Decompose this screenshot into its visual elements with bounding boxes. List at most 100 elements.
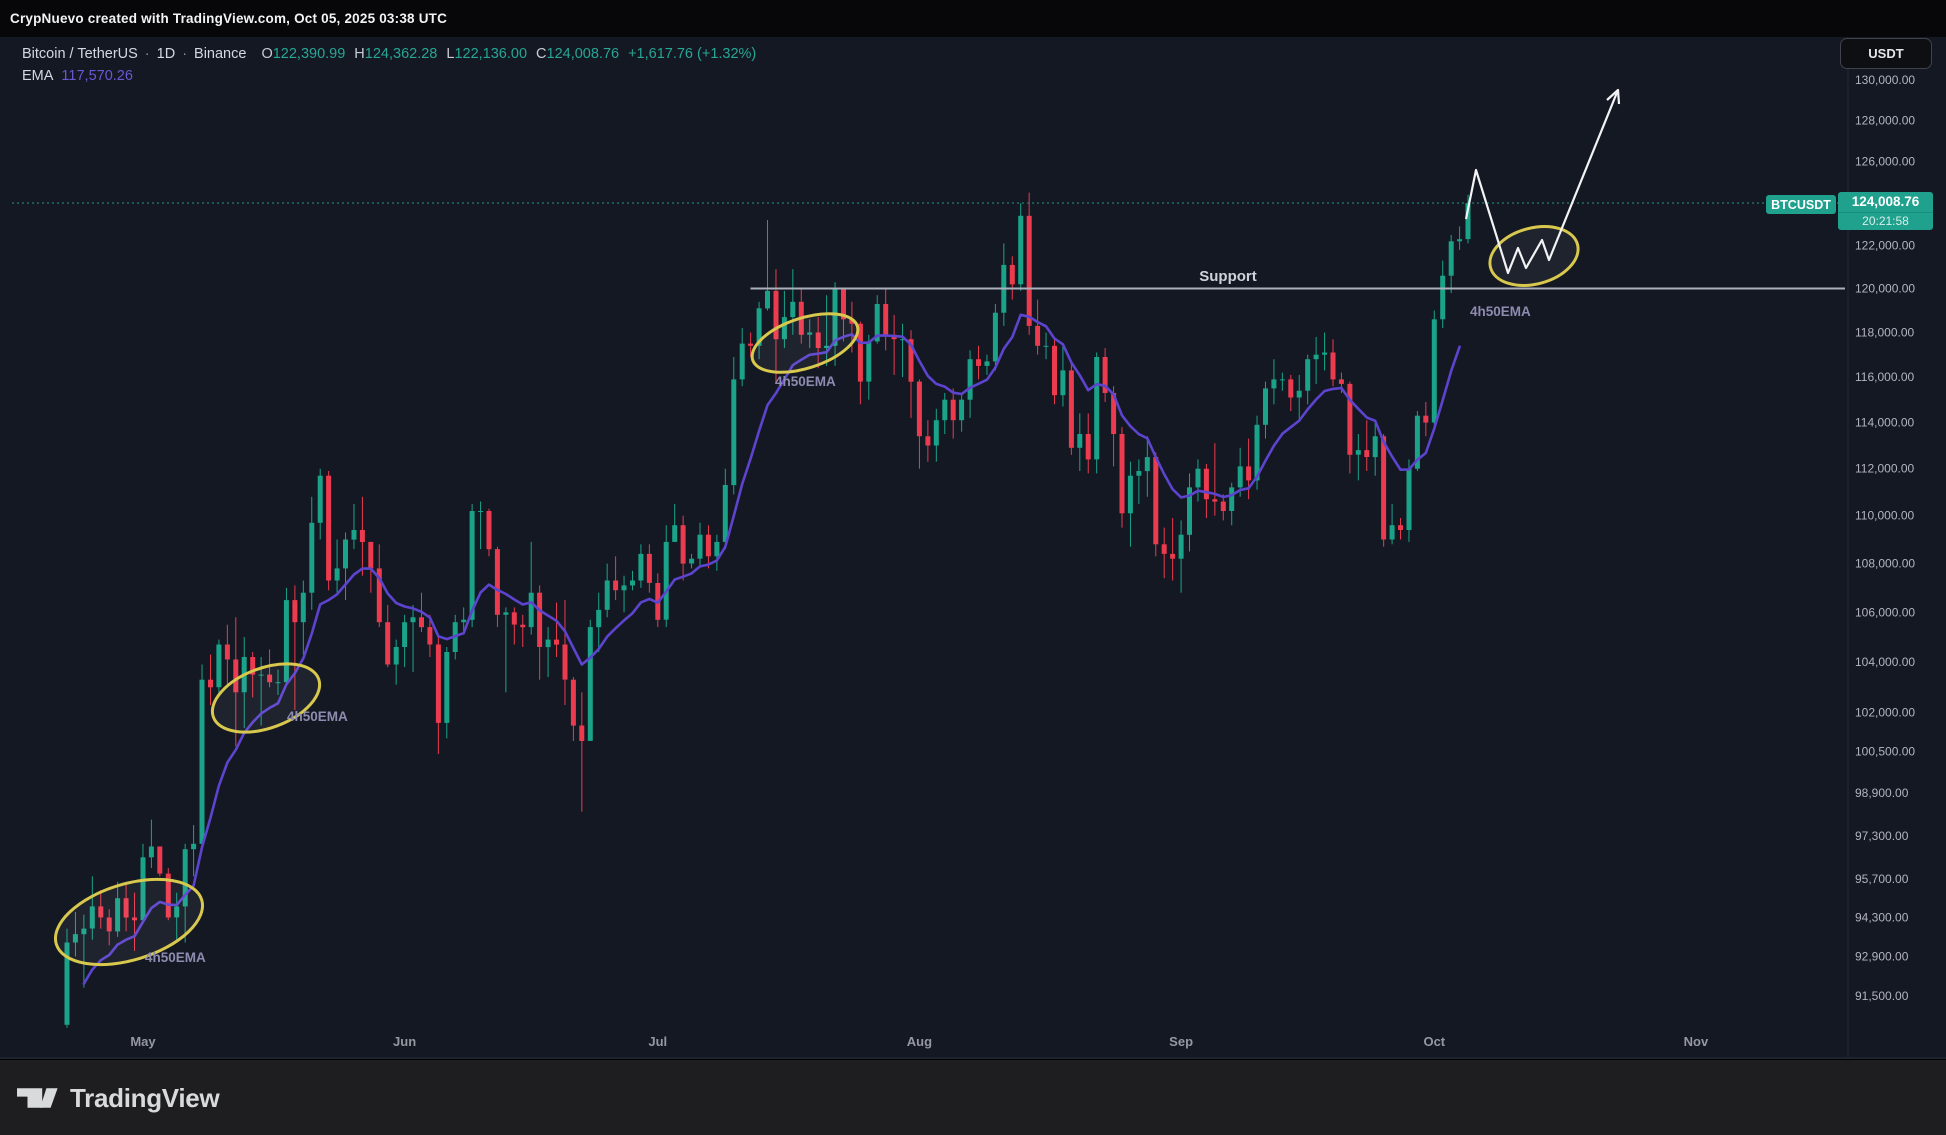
ellipse-annotation[interactable] [45, 863, 213, 980]
price-axis-label: 104,000.00 [1855, 655, 1915, 669]
candle-body [790, 301, 796, 318]
ema-text-annotation[interactable]: 4h50EMA [1470, 304, 1531, 319]
candle-body [883, 304, 889, 335]
tradingview-brand-link[interactable]: TradingView [17, 1083, 220, 1114]
close-label: C [536, 46, 547, 62]
candle-body [554, 639, 559, 645]
price-axis-label: 95,700.00 [1855, 872, 1909, 886]
candle-body [545, 639, 551, 648]
candle-body [1052, 345, 1057, 396]
candle-body [705, 534, 711, 557]
candle-body [1060, 370, 1066, 396]
price-axis-label: 120,000.00 [1855, 282, 1915, 296]
candle-body [503, 612, 509, 615]
candle-body [435, 644, 441, 723]
candle-body [157, 846, 163, 874]
candle-body [646, 553, 652, 583]
candle-body [663, 541, 669, 620]
candle-body [359, 530, 365, 542]
candle-body [486, 511, 492, 550]
candlestick-series [64, 192, 1471, 1028]
candle-body [1094, 357, 1100, 460]
price-axis-label: 92,900.00 [1855, 950, 1909, 964]
ema-indicator-label: EMA [22, 68, 54, 84]
candle-body [182, 849, 188, 907]
candle-body [1187, 487, 1192, 535]
candle-body [942, 399, 948, 421]
candle-body [604, 580, 610, 610]
candle-body [208, 679, 213, 688]
candle-body [739, 343, 745, 380]
candle-body [1338, 379, 1344, 384]
current-price-value: 124,008.76 [1851, 194, 1920, 209]
price-axis[interactable]: 130,000.00 128,000.00 126,000.00 122,000.00… [1855, 73, 1915, 1003]
candle-body [250, 657, 256, 675]
price-axis-label: 112,000.00 [1855, 462, 1914, 476]
candle-body [224, 644, 230, 660]
candle-body [1305, 359, 1311, 391]
candle-body [1161, 544, 1167, 554]
candle-body [1381, 436, 1387, 540]
candle-body [275, 682, 281, 684]
candle-body [343, 539, 348, 569]
price-axis-label: 128,000.00 [1855, 113, 1915, 127]
candle-body [165, 873, 171, 918]
price-axis-label: 116,000.00 [1855, 370, 1914, 384]
ema-legend-row[interactable]: EMA 117,570.26 [22, 67, 756, 85]
candle-body [148, 846, 154, 858]
chart-legend[interactable]: Bitcoin / TetherUS · 1D · Binance O122,3… [22, 45, 756, 85]
candle-body [528, 592, 534, 628]
candle-body [233, 659, 239, 693]
interval-label: 1D [156, 46, 176, 62]
ema-indicator-value: 117,570.26 [61, 68, 133, 84]
candle-body [376, 568, 382, 623]
ellipse-annotation[interactable] [203, 651, 329, 746]
candle-body [1347, 383, 1353, 455]
candle-body [72, 934, 78, 943]
candle-body [191, 843, 197, 850]
candle-body [1119, 434, 1125, 514]
ema-text-annotation[interactable]: 4h50EMA [145, 950, 206, 965]
candle-body [959, 399, 965, 421]
candle-body [199, 679, 205, 844]
candle-body [900, 339, 906, 341]
projection-arrow[interactable] [1464, 89, 1620, 275]
candle-body [773, 290, 779, 340]
symbol-name: Bitcoin / TetherUS [22, 46, 138, 62]
candle-body [1279, 379, 1285, 381]
ellipse-annotation[interactable] [745, 302, 865, 384]
candle-body [216, 644, 222, 688]
price-axis-label: 122,000.00 [1855, 239, 1915, 253]
candle-body [613, 580, 619, 591]
high-label: H [354, 46, 365, 62]
time-axis[interactable]: May Jun Jul Aug Sep Oct Nov [130, 1034, 1709, 1049]
candle-body [1246, 466, 1252, 481]
candle-body [115, 898, 121, 932]
symbol-legend-row[interactable]: Bitcoin / TetherUS · 1D · Binance O122,3… [22, 45, 756, 63]
candle-body [537, 592, 543, 647]
candle-body [722, 485, 728, 542]
symbol-price-chip[interactable]: BTCUSDT [1766, 195, 1836, 214]
ema-text-annotation[interactable]: 4h50EMA [287, 709, 348, 724]
candle-body [427, 627, 433, 645]
candle-body [1465, 203, 1471, 240]
candle-body [933, 420, 939, 446]
ema-line[interactable] [82, 313, 1461, 986]
candle-body [1102, 357, 1108, 393]
candle-body [81, 928, 87, 935]
projection-arrow-head[interactable] [1606, 88, 1621, 105]
candle-body [857, 323, 863, 382]
price-axis-label: 110,000.00 [1855, 509, 1914, 523]
candle-body [174, 906, 180, 918]
attribution-text: CrypNuevo created with TradingView.com, … [10, 11, 448, 26]
currency-toggle-button[interactable]: USDT [1840, 38, 1932, 69]
ema-text-annotation[interactable]: 4h50EMA [775, 374, 836, 389]
candle-body [841, 288, 846, 320]
current-price-label[interactable]: 124,008.76 20:21:58 [1838, 192, 1933, 230]
support-label[interactable]: Support [1199, 268, 1257, 285]
open-value: 122,390.99 [272, 46, 346, 62]
candle-body [419, 617, 424, 628]
bar-countdown: 20:21:58 [1838, 212, 1933, 230]
candle-body [1263, 388, 1268, 425]
